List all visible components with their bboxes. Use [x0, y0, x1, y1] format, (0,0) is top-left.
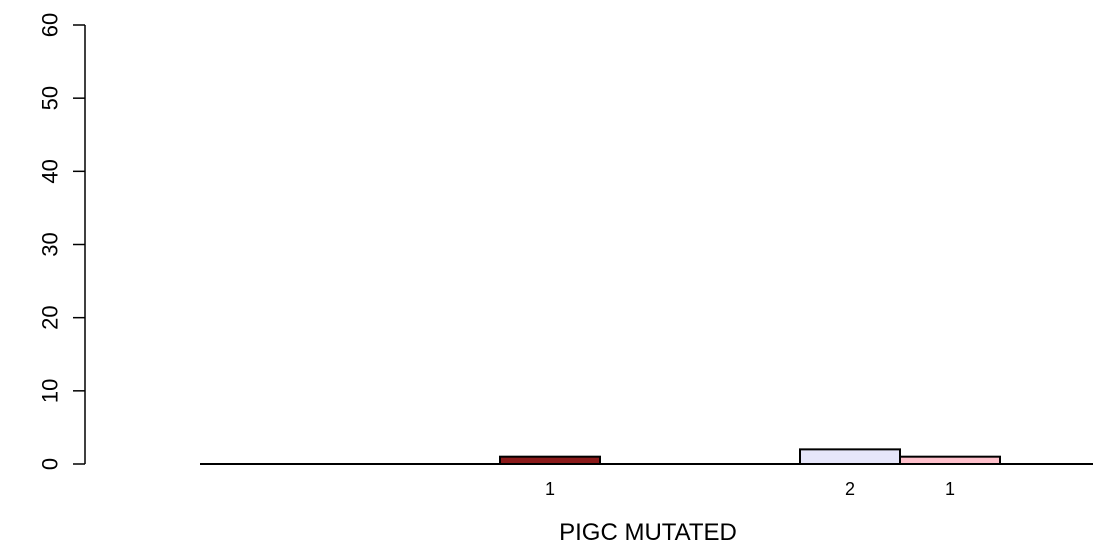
y-axis: 0 10 20 30 40 50 60	[38, 13, 86, 470]
bars	[499, 448, 1001, 466]
bar	[899, 455, 1001, 465]
bar	[499, 455, 601, 465]
bar-labels: 1 2 1	[545, 479, 955, 499]
bar-value-label: 2	[845, 479, 855, 499]
x-axis-title: PIGC MUTATED	[559, 519, 737, 546]
y-tick-label: 10	[38, 379, 63, 403]
y-tick-label: 20	[38, 305, 63, 329]
bar-value-label: 1	[545, 479, 555, 499]
bar-value-label: 1	[945, 479, 955, 499]
y-tick-label: 60	[38, 13, 63, 37]
y-tick-label: 50	[38, 86, 63, 110]
y-tick-label: 40	[38, 159, 63, 183]
y-tick-label: 30	[38, 232, 63, 256]
bar	[799, 448, 901, 466]
y-tick-label: 0	[38, 458, 63, 470]
